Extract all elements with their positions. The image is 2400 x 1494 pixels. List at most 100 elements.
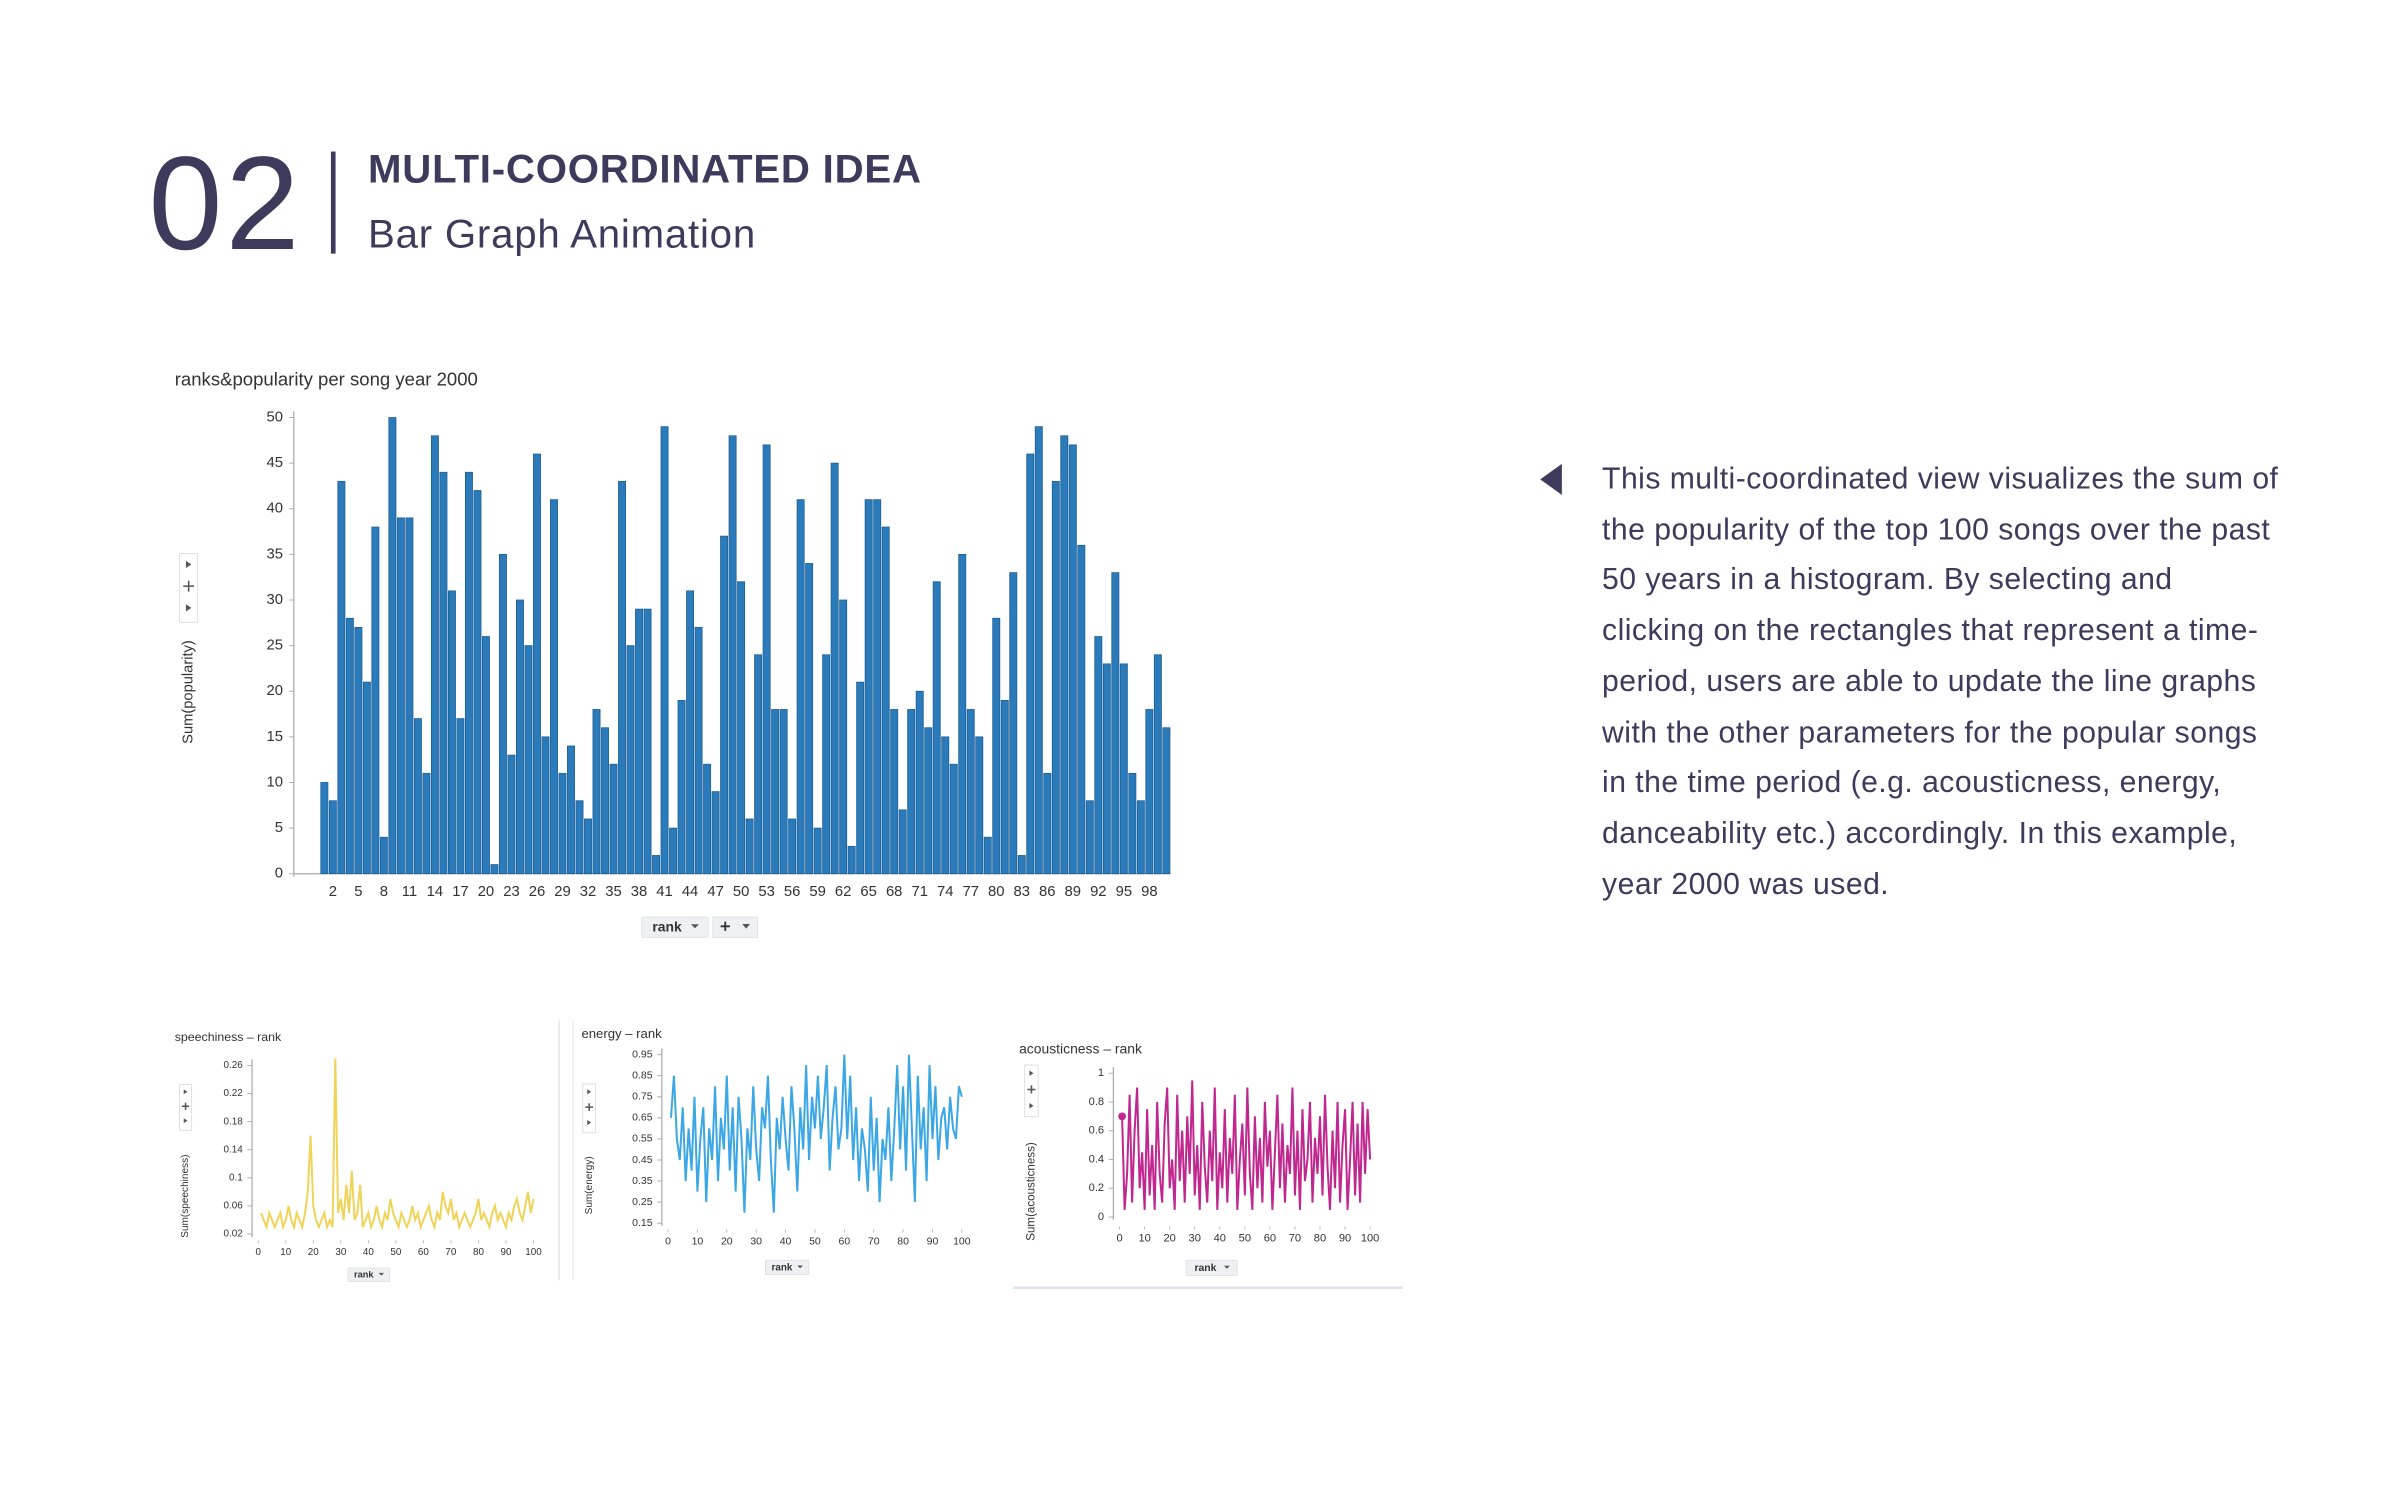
bar (932, 581, 941, 875)
toolbar-icon (185, 560, 192, 569)
bar (396, 517, 405, 875)
y-tick-label: 0.15 (632, 1217, 653, 1229)
bar (720, 535, 729, 875)
chart-title: speechiness – rank (175, 1030, 282, 1044)
bar (328, 800, 337, 875)
divider (330, 151, 336, 254)
bar (516, 599, 524, 875)
x-tick-label: 44 (682, 884, 699, 900)
x-tick-label: 10 (280, 1247, 291, 1258)
x-tick-label: 70 (1289, 1233, 1301, 1245)
bar (958, 553, 967, 875)
dropdown-icon (690, 924, 699, 929)
axis-button (712, 916, 759, 938)
x-axis-title: rank (354, 1270, 374, 1280)
bar (575, 800, 584, 875)
panel-border (1012, 1286, 1403, 1289)
bar (1017, 855, 1026, 875)
dropdown-icon (378, 1272, 385, 1276)
y-tick-label: 0.75 (632, 1091, 653, 1103)
bar (533, 453, 541, 875)
bar (898, 809, 907, 875)
toolbar-icon (587, 1089, 592, 1095)
bar (1051, 481, 1060, 875)
y-tick-label: 35 (266, 546, 283, 562)
toolbar (179, 1084, 193, 1131)
x-tick-label: 56 (784, 884, 800, 900)
x-tick-label: 38 (631, 884, 648, 900)
x-tick-label: 100 (953, 1236, 971, 1248)
y-axis-title: Sum(acousticness) (1026, 1142, 1038, 1241)
x-tick-label: 95 (1116, 884, 1132, 900)
x-tick-label: 89 (1065, 884, 1081, 900)
bar (1009, 572, 1018, 875)
bar (541, 736, 550, 875)
bar (779, 709, 788, 875)
bar (1077, 544, 1086, 875)
bar (788, 818, 797, 875)
toolbar (179, 553, 199, 623)
selected-point (1118, 1112, 1126, 1121)
bar (924, 727, 933, 875)
x-tick-label: 30 (1189, 1233, 1201, 1245)
x-tick-label: 83 (1014, 884, 1030, 900)
bar (686, 590, 695, 875)
bar (711, 791, 720, 875)
x-tick-label: 20 (1164, 1233, 1176, 1245)
bar (1026, 453, 1035, 875)
x-tick-label: 100 (1361, 1233, 1380, 1245)
bar (609, 763, 618, 875)
axis-button (641, 916, 709, 938)
bar (1000, 699, 1009, 875)
chart-title: ranks&popularity per song year 2000 (175, 368, 478, 389)
x-tick-label: 100 (525, 1247, 542, 1258)
bar (1043, 772, 1052, 875)
chart-title: acousticness – rank (1019, 1041, 1142, 1057)
bar (1085, 800, 1094, 875)
x-tick-label: 30 (335, 1247, 346, 1258)
bar (1102, 663, 1111, 875)
axis-button (1185, 1259, 1238, 1277)
dropdown-icon (797, 1265, 803, 1269)
bar (754, 654, 763, 875)
section-number: 02 (148, 129, 303, 279)
x-axis-title: rank (772, 1262, 793, 1273)
y-tick-label: 0.26 (224, 1060, 244, 1071)
x-tick-label: 50 (733, 884, 750, 900)
bar (447, 590, 456, 875)
bar (915, 690, 924, 875)
x-tick-label: 59 (809, 884, 825, 900)
bar (660, 426, 669, 875)
x-tick-label: 80 (897, 1236, 909, 1248)
bar (1162, 727, 1171, 875)
y-tick-label: 0 (1098, 1211, 1104, 1223)
x-tick-label: 17 (452, 884, 469, 900)
y-tick-label: 0.8 (1089, 1096, 1104, 1108)
y-tick-label: 0.55 (632, 1133, 653, 1145)
x-tick-label: 86 (1039, 884, 1056, 900)
bar (805, 563, 814, 875)
bar (1145, 709, 1154, 875)
bar (881, 526, 890, 875)
bar (626, 645, 635, 875)
y-tick-label: 0.14 (224, 1144, 244, 1155)
x-tick-label: 41 (656, 884, 673, 900)
bar (643, 608, 652, 875)
bar (975, 736, 984, 875)
bar (839, 599, 848, 875)
y-axis-title: Sum(popularity) (181, 640, 197, 744)
bar (379, 836, 388, 875)
y-axis-title: Sum(energy) (584, 1156, 595, 1214)
x-tick-label: 20 (721, 1236, 733, 1248)
bar (592, 709, 601, 875)
x-tick-label: 68 (886, 884, 902, 900)
bar (405, 517, 414, 875)
line (260, 1058, 535, 1231)
line (669, 1054, 963, 1213)
bar (507, 754, 516, 875)
bar (1153, 654, 1162, 875)
bar (737, 581, 746, 875)
section-subtitle: Bar Graph Animation (368, 210, 756, 257)
x-axis-title: rank (652, 918, 682, 934)
